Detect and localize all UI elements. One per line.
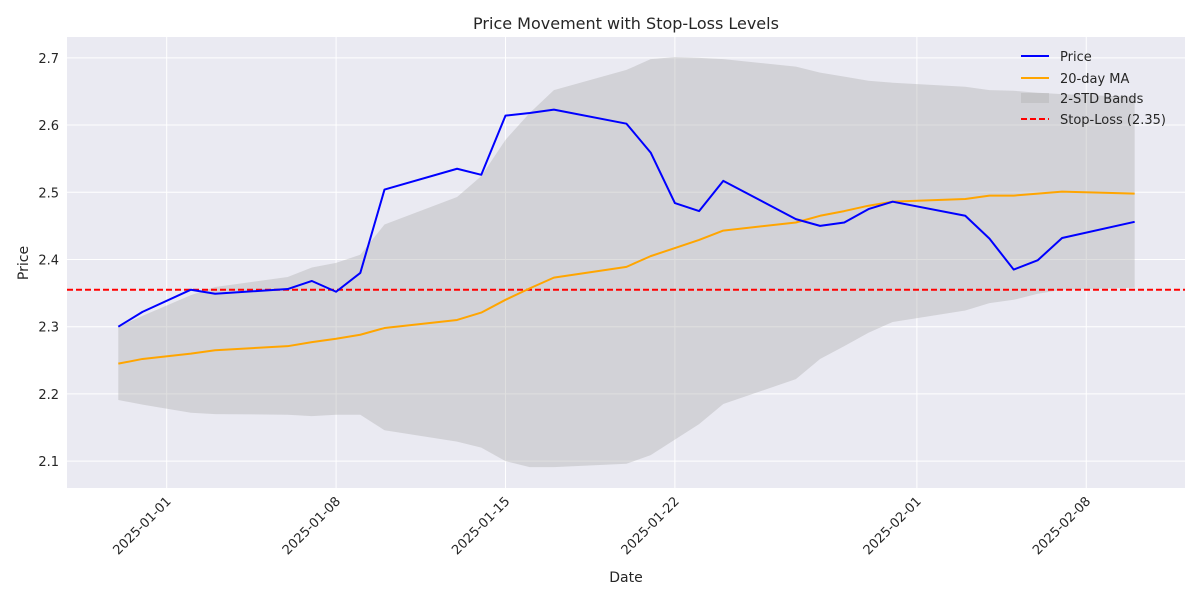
grid xyxy=(67,37,1185,488)
x-tick-label: 2025-01-08 xyxy=(280,494,344,558)
legend-bands-swatch xyxy=(1021,93,1049,103)
y-tick-label: 2.3 xyxy=(38,321,59,336)
x-axis: 2025-01-01 2025-01-08 2025-01-15 2025-01-22… xyxy=(110,494,1094,558)
legend-ma-label: 20-day MA xyxy=(1060,72,1129,87)
lines-layer xyxy=(67,108,1185,365)
y-tick-label: 2.5 xyxy=(38,186,59,201)
y-tick-label: 2.7 xyxy=(38,52,59,67)
y-axis-label: Price xyxy=(16,246,32,280)
x-axis-label: Date xyxy=(609,570,642,586)
legend: Price 20-day MA 2-STD Bands Stop-Loss (2… xyxy=(1021,50,1166,128)
legend-stoploss-label: Stop-Loss (2.35) xyxy=(1060,113,1166,128)
legend-bands-label: 2-STD Bands xyxy=(1060,92,1144,107)
x-tick-label: 2025-02-08 xyxy=(1030,494,1094,558)
std-band-area xyxy=(118,57,1135,468)
y-tick-label: 2.1 xyxy=(38,455,59,470)
y-axis: 2.1 2.2 2.3 2.4 2.5 2.6 2.7 xyxy=(38,52,59,470)
y-tick-label: 2.2 xyxy=(38,388,59,403)
y-tick-label: 2.4 xyxy=(38,253,59,268)
y-tick-label: 2.6 xyxy=(38,119,59,134)
ma-line xyxy=(118,190,1135,365)
x-tick-label: 2025-01-22 xyxy=(619,494,683,558)
bands-layer xyxy=(118,57,1135,468)
x-tick-label: 2025-01-01 xyxy=(110,494,174,558)
x-tick-label: 2025-02-01 xyxy=(861,494,925,558)
legend-price-label: Price xyxy=(1060,50,1092,65)
chart-title: Price Movement with Stop-Loss Levels xyxy=(473,14,779,33)
x-tick-label: 2025-01-15 xyxy=(449,494,513,558)
plot-background xyxy=(67,37,1185,488)
price-line xyxy=(117,108,1135,328)
